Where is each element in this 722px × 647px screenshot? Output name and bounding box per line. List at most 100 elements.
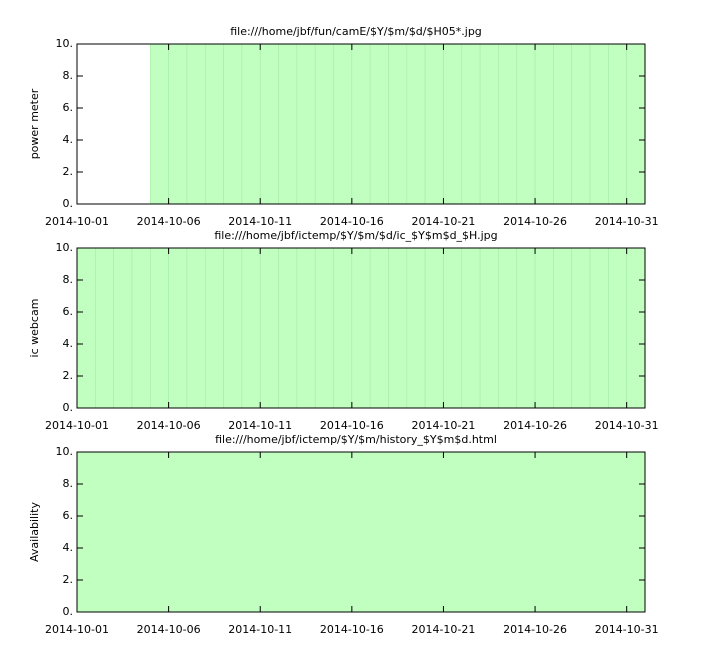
bar [131,451,151,613]
bar [168,451,188,613]
bar [388,247,408,409]
bar [351,451,371,613]
bar [76,247,96,409]
bar [95,451,114,613]
y-axis-label: Availability [28,502,41,562]
bar [131,247,151,409]
bar [589,43,609,205]
x-tick-label: 2014-10-06 [137,215,201,228]
bar [333,451,353,613]
bar [479,43,499,205]
y-tick-label: 4. [63,337,74,350]
bar [76,451,96,613]
bar [149,43,169,205]
y-tick-label: 0. [63,197,74,210]
x-tick-label: 2014-10-06 [137,419,201,432]
bar [241,451,261,613]
bar [424,247,444,409]
bar [553,247,573,409]
y-tick-label: 2. [63,573,74,586]
bar [241,43,261,205]
bar [296,451,316,613]
bar [223,247,243,409]
y-tick-label: 6. [63,305,74,318]
bar [443,451,463,613]
y-tick-label: 10. [56,241,74,254]
x-tick-label: 2014-10-01 [45,215,109,228]
bar [626,247,646,409]
chart-title: file:///home/jbf/ictemp/$Y/$m/$d/ic_$Y$m… [214,229,497,242]
bar [314,451,334,613]
bar [534,43,554,205]
x-tick-label: 2014-10-31 [595,215,659,228]
bar [461,43,481,205]
bar [516,247,536,409]
bar [516,451,536,613]
x-tick-label: 2014-10-26 [503,623,567,636]
x-tick-label: 2014-10-16 [320,419,384,432]
y-tick-label: 4. [63,133,74,146]
bar [204,43,224,205]
bar [534,247,554,409]
bar [626,451,646,613]
plot-frame [76,43,646,205]
bar [479,451,499,613]
bar [516,43,536,205]
bar [186,451,206,613]
bar [479,247,499,409]
bar [259,451,279,613]
bar [314,247,334,409]
bar [149,247,169,409]
x-tick-label: 2014-10-31 [595,623,659,636]
bar [186,247,206,409]
x-tick-label: 2014-10-21 [411,623,475,636]
y-tick-label: 2. [63,165,74,178]
bar [278,43,298,205]
x-tick-label: 2014-10-31 [595,419,659,432]
bar [333,43,353,205]
y-tick-label: 6. [63,101,74,114]
bar [369,451,389,613]
bar [223,451,243,613]
bar [369,247,389,409]
bar [498,43,518,205]
bar [498,451,518,613]
plot-frame [76,451,646,613]
bar [149,451,169,613]
bar [113,451,133,613]
bar [553,43,573,205]
bar [95,247,114,409]
bar [204,247,224,409]
bar [278,451,298,613]
bar [571,247,591,409]
bar [443,247,463,409]
x-tick-label: 2014-10-26 [503,419,567,432]
bar [259,43,279,205]
x-tick-label: 2014-10-06 [137,623,201,636]
bar [424,451,444,613]
x-tick-label: 2014-10-16 [320,623,384,636]
bar [571,451,591,613]
y-tick-label: 2. [63,369,74,382]
x-tick-label: 2014-10-01 [45,623,109,636]
bar [369,43,389,205]
bar [608,451,627,613]
bar [534,451,554,613]
y-axis-label: power meter [28,88,41,159]
y-axis-label: ic webcam [28,299,41,358]
bar [461,451,481,613]
y-tick-label: 10. [56,445,74,458]
y-tick-label: 8. [63,477,74,490]
bar [553,451,573,613]
bar [608,247,627,409]
bar [388,43,408,205]
bar [259,247,279,409]
bar [223,43,243,205]
x-tick-label: 2014-10-26 [503,215,567,228]
x-tick-label: 2014-10-11 [228,623,292,636]
y-tick-label: 0. [63,401,74,414]
bar [333,247,353,409]
chart-title: file:///home/jbf/fun/camE/$Y/$m/$d/$H05*… [230,25,482,38]
bar [608,43,627,205]
